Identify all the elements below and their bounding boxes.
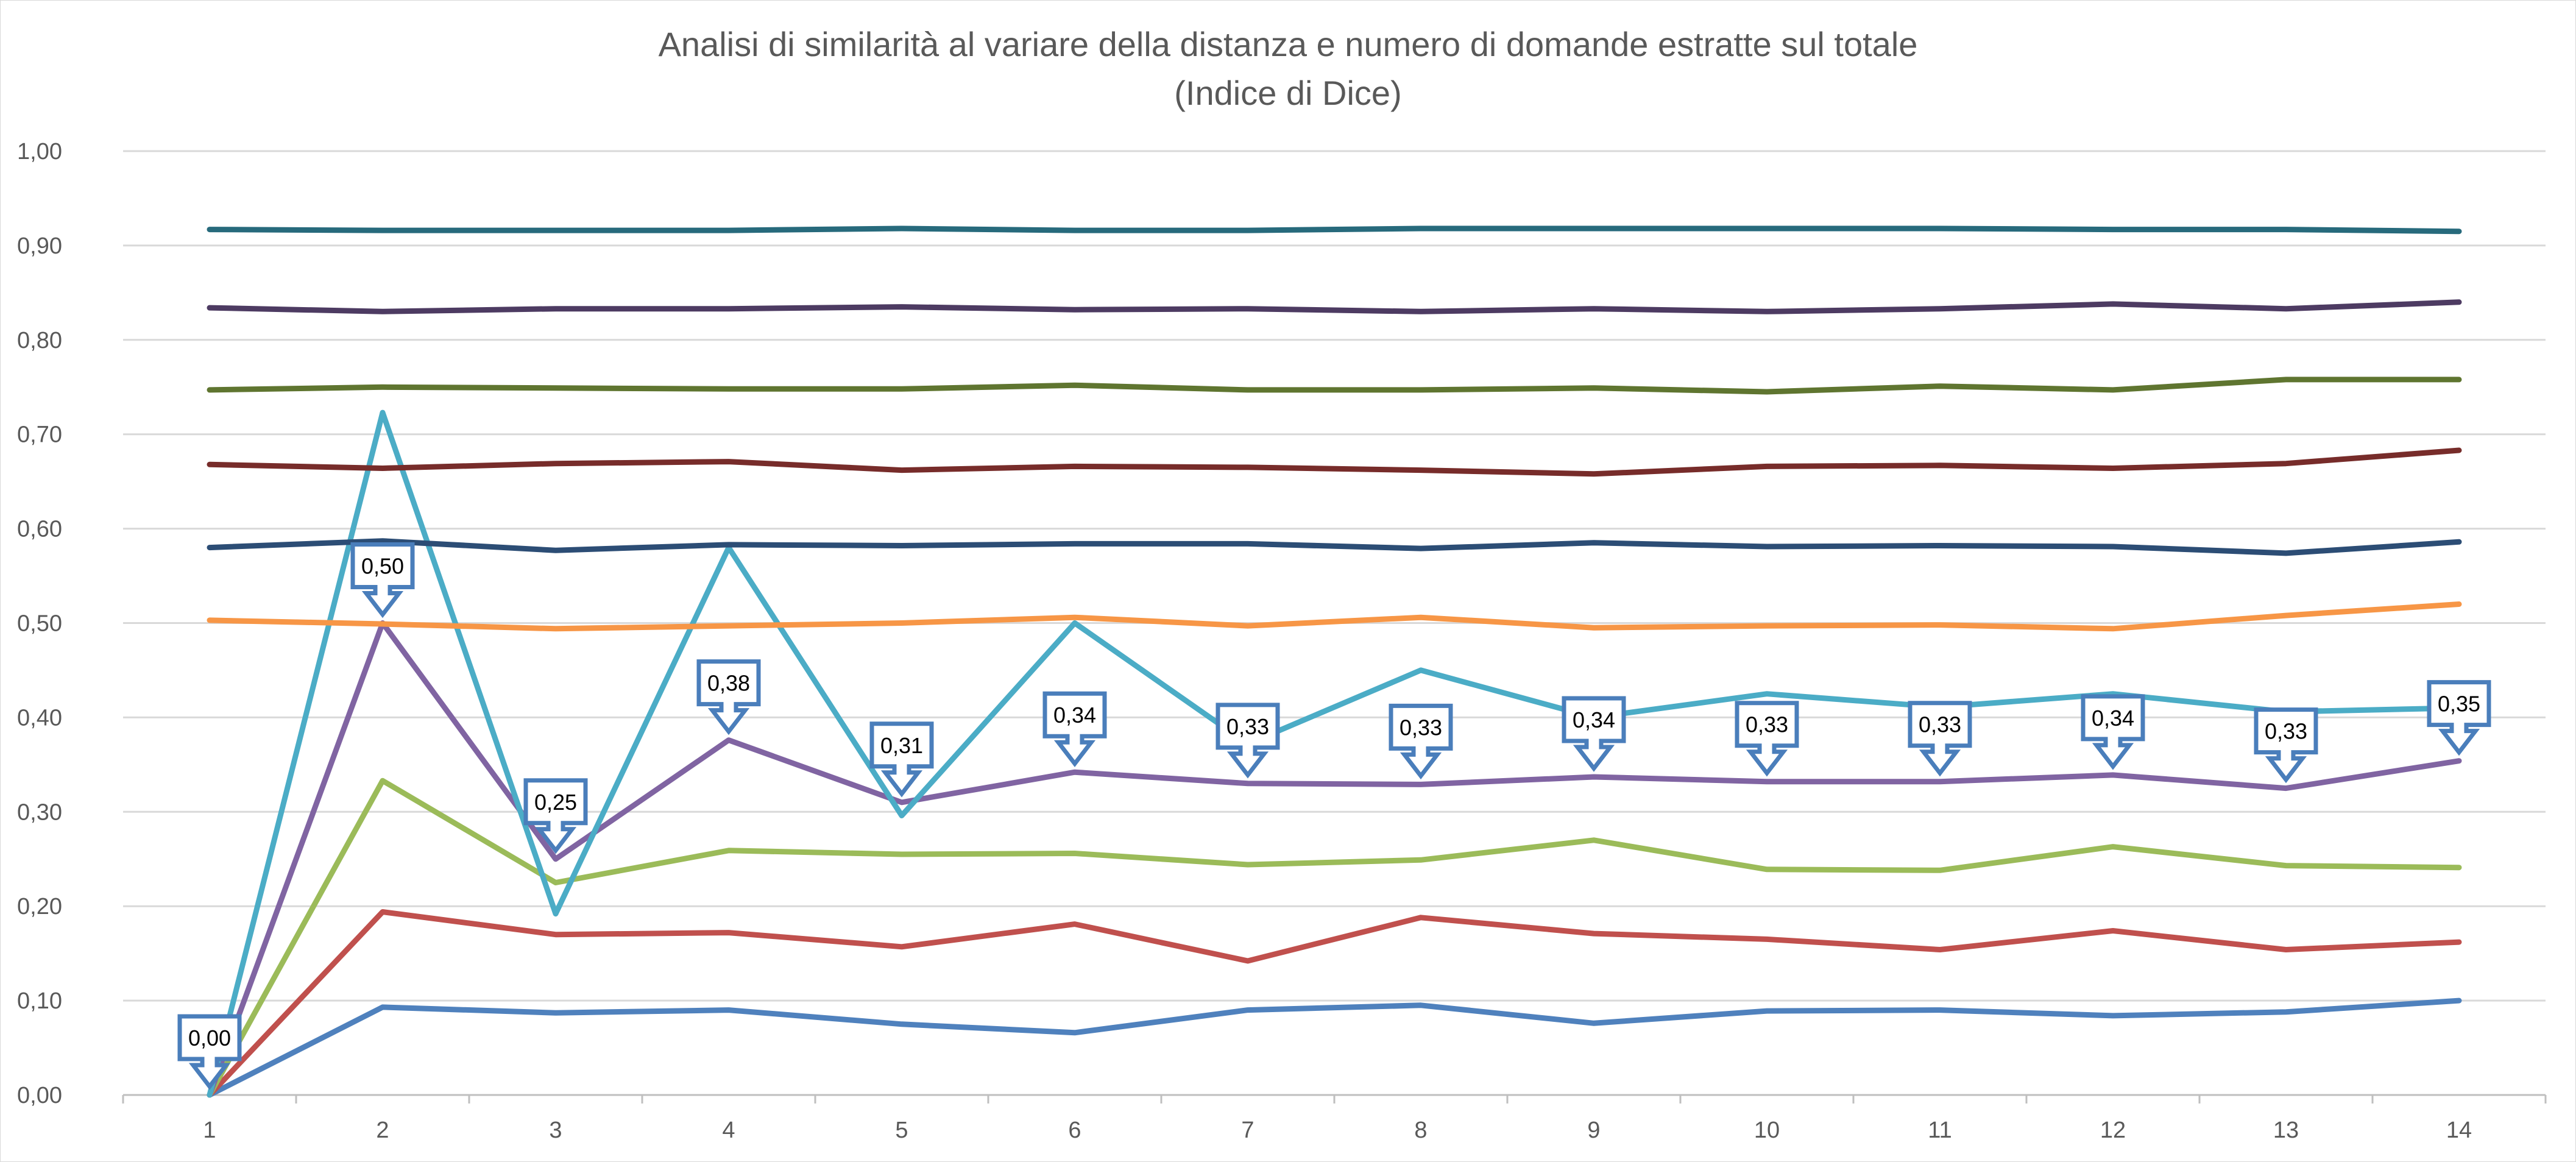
x-tick-label: 5 (895, 1118, 908, 1143)
data-label-callout (1908, 701, 1972, 777)
x-tick-label: 11 (1928, 1118, 1951, 1143)
data-label-callout (1735, 701, 1799, 777)
data-label: 0,33 (1399, 715, 1442, 740)
y-tick-label: 0,60 (17, 517, 62, 542)
x-tick-label: 2 (376, 1118, 389, 1143)
chart-subtitle: (Indice di Dice) (1174, 74, 1402, 112)
data-label: 0,34 (2092, 706, 2134, 731)
series-line-6 (207, 601, 2462, 632)
data-label-callout (696, 659, 761, 735)
data-label-callout (523, 778, 588, 854)
y-tick-label: 0,10 (17, 988, 62, 1014)
y-tick-label: 0,70 (17, 422, 62, 448)
data-label-callout (350, 542, 415, 618)
x-tick-label: 8 (1414, 1118, 1427, 1143)
data-label-callout (1215, 703, 1280, 779)
data-label-callout (177, 1014, 242, 1090)
data-label: 0,33 (2265, 719, 2307, 744)
y-tick-label: 0,40 (17, 705, 62, 731)
x-tick-label: 6 (1068, 1118, 1081, 1143)
x-tick-label: 13 (2273, 1118, 2299, 1143)
data-label: 0,35 (2438, 692, 2480, 717)
data-label: 0,38 (707, 671, 750, 696)
data-label-callout (2081, 694, 2145, 770)
y-tick-label: 0,30 (17, 799, 62, 825)
x-tick-label: 10 (1754, 1118, 1780, 1143)
series-line-3 (207, 778, 2462, 1098)
x-tick-label: 4 (722, 1118, 735, 1143)
series-line-10 (207, 299, 2462, 314)
chart-title: Analisi di similarità al variare della d… (658, 25, 1918, 63)
x-tick-label: 9 (1587, 1118, 1600, 1143)
data-label: 0,33 (1919, 712, 1961, 737)
series-line-9 (207, 377, 2462, 395)
data-label-callout (1389, 703, 1453, 780)
data-label-callout (1042, 691, 1107, 767)
data-label: 0,34 (1573, 707, 1615, 732)
y-tick-label: 0,90 (17, 233, 62, 259)
series-line-11 (207, 225, 2462, 235)
data-label: 0,50 (361, 554, 404, 579)
data-label: 0,33 (1746, 712, 1788, 737)
data-label-callout (2427, 680, 2491, 756)
y-tick-label: 0,20 (17, 894, 62, 919)
y-tick-label: 0,80 (17, 328, 62, 353)
series-line-4 (207, 620, 2462, 1098)
x-tick-label: 7 (1241, 1118, 1254, 1143)
data-label: 0,31 (880, 733, 923, 758)
data-label-callout (869, 721, 934, 798)
series-line-8 (207, 447, 2462, 477)
series-line-7 (207, 538, 2462, 556)
data-label: 0,00 (188, 1026, 231, 1050)
y-tick-label: 1,00 (17, 139, 62, 165)
y-tick-label: 0,50 (17, 611, 62, 637)
series-line-1 (207, 997, 2462, 1098)
y-tick-label: 0,00 (17, 1083, 62, 1108)
x-tick-label: 14 (2446, 1118, 2472, 1143)
data-label: 0,25 (534, 790, 577, 815)
data-label-callout (2254, 707, 2318, 784)
x-tick-label: 1 (203, 1118, 216, 1143)
data-label-callout (1562, 696, 1626, 772)
data-label: 0,33 (1226, 714, 1269, 739)
data-label: 0,34 (1053, 703, 1096, 728)
x-tick-label: 3 (549, 1118, 562, 1143)
x-tick-label: 12 (2100, 1118, 2126, 1143)
series-line-2 (207, 909, 2462, 1098)
